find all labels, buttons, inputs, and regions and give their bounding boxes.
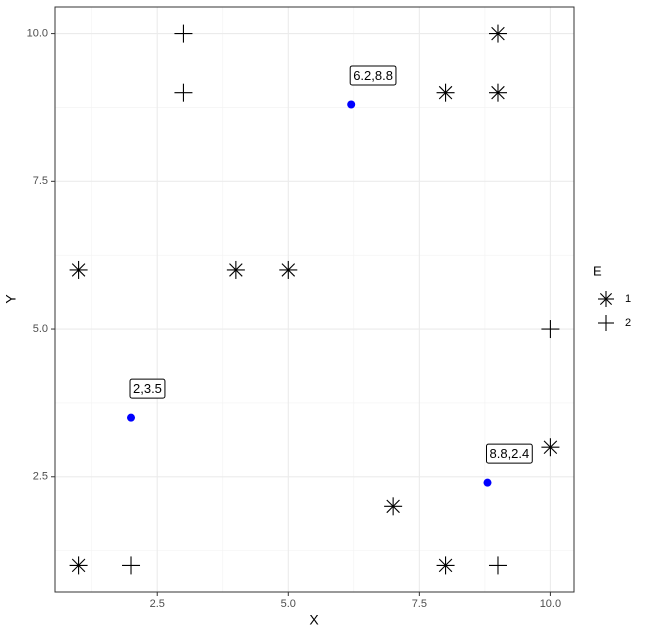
point [226, 260, 245, 279]
point [174, 83, 193, 102]
point [488, 83, 507, 102]
x-tick-label: 10.0 [540, 598, 561, 610]
point-label: 6.2,8.8 [353, 68, 393, 83]
x-axis-title: X [309, 612, 319, 628]
x-tick-label: 5.0 [281, 598, 296, 610]
point [436, 556, 455, 575]
point [384, 497, 403, 516]
marker-stroke [491, 85, 505, 100]
label-box [129, 378, 166, 399]
marker-stroke [599, 292, 613, 306]
marker-stroke [438, 85, 453, 100]
legend-label: 2 [625, 317, 631, 329]
legend-label: 1 [625, 293, 631, 305]
y-tick-label: 2.5 [33, 471, 48, 483]
y-tick-label: 10.0 [27, 27, 48, 39]
highlight-point [483, 478, 492, 487]
marker-stroke [281, 263, 296, 277]
point [174, 24, 193, 43]
marker-stroke [543, 440, 558, 454]
x-tick-label: 2.5 [150, 598, 165, 610]
marker-stroke [386, 499, 400, 514]
marker-stroke [491, 26, 505, 41]
point [541, 320, 560, 339]
marker-stroke [438, 558, 453, 573]
y-tick-label: 5.0 [33, 323, 48, 335]
point [69, 260, 88, 279]
point-label: 8.8,2.4 [490, 446, 530, 461]
y-axis-title: Y [3, 294, 19, 304]
point [69, 556, 88, 575]
marker-stroke [229, 263, 243, 277]
y-tick-label: 7.5 [33, 175, 48, 187]
point [488, 24, 507, 43]
point [488, 556, 507, 575]
highlight-point [127, 413, 136, 422]
legend-title: E [593, 263, 602, 278]
highlight-point [347, 100, 356, 109]
point [598, 291, 614, 307]
x-tick-label: 7.5 [412, 598, 427, 610]
point-label: 2,3.5 [133, 381, 162, 396]
marker-stroke [71, 558, 86, 573]
point [279, 260, 298, 279]
label-box [486, 443, 533, 464]
point [598, 315, 614, 331]
label-box [349, 65, 397, 86]
point [541, 438, 560, 457]
plot-border [54, 6, 575, 593]
point [122, 556, 141, 575]
marker-stroke [71, 263, 86, 277]
point [436, 83, 455, 102]
